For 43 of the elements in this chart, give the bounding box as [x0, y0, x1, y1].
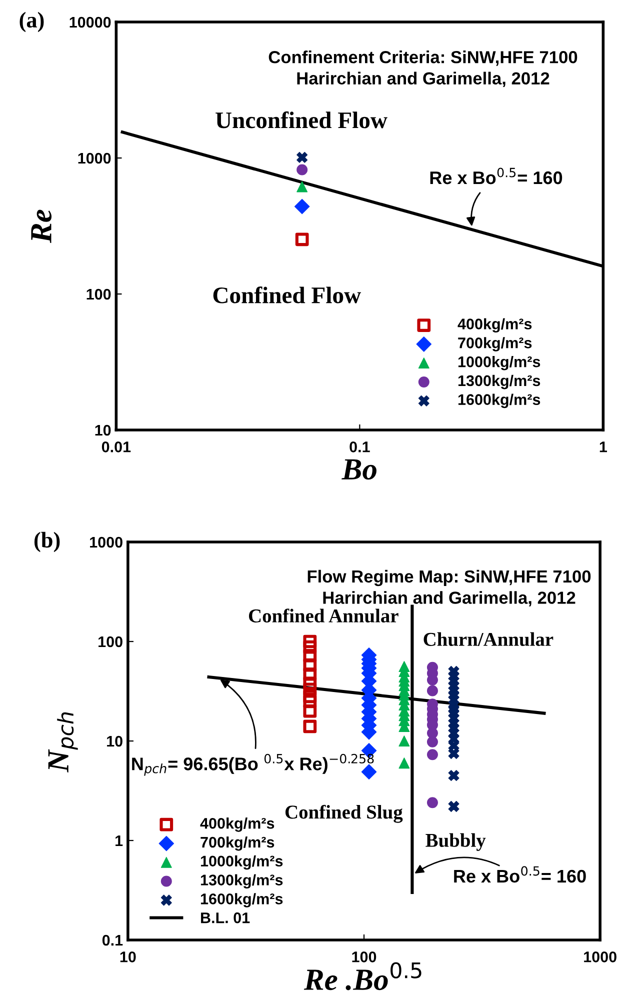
x-tick-label: 1 — [600, 442, 607, 452]
annotation: Unconfined Flow — [216, 111, 388, 128]
x-tick-label: 10 — [120, 952, 136, 962]
text: Flow Regime Map: SiNW,HFE 7100 Harirchian and Garimella, 2012 — [308, 570, 591, 606]
text: (b) — [34, 532, 60, 552]
legend-label: 700kg/m²s — [200, 836, 274, 851]
annotation: Bubbly — [426, 833, 486, 851]
y-tick-label: 100 — [86, 288, 111, 300]
x-axis-title: Bo — [342, 459, 376, 480]
legend-label: B.L. 01 — [201, 912, 250, 924]
y-tick-label: 10 — [107, 736, 122, 747]
legend-label: 1000kg/m²s — [458, 356, 540, 370]
annotation: Re x Bo$^{0.5}$= 160 — [454, 866, 586, 883]
y-tick-label: 10 — [95, 424, 111, 436]
legend-label: 1300kg/m²s — [458, 374, 540, 390]
y-tick-label: 100 — [98, 636, 122, 648]
annotation: Confined Slug — [285, 804, 403, 823]
annotation: Churn/Annular — [424, 632, 554, 646]
y-axis-title: Re — [31, 210, 52, 244]
legend-label: 400kg/m²s — [200, 818, 274, 832]
y-tick-label: 1000 — [90, 536, 122, 548]
legend-label: 1600kg/m²s — [458, 394, 540, 408]
y-tick-label: 10000 — [70, 16, 111, 28]
annotation: Confined Annular — [248, 608, 398, 623]
legend-label: 400kg/m²s — [458, 318, 532, 333]
annotation: Confined Flow — [213, 286, 361, 304]
x-tick-label: 1000 — [584, 952, 616, 962]
x-tick-label: 0.1 — [350, 442, 370, 452]
y-tick-label: 1000 — [78, 152, 111, 164]
x-tick-label: 0.01 — [102, 442, 131, 452]
legend-label: 1000kg/m²s — [200, 855, 283, 870]
y-tick-label: 0.1 — [102, 934, 123, 946]
text: (a) — [20, 12, 44, 32]
annotation: Re x Bo$^{0.5}$= 160 — [430, 168, 562, 184]
annotation: N$_{pch}$= 96.65(Bo $^{0.5}$x Re)$^{−0.258}$ — [132, 754, 374, 776]
y-tick-label: 1 — [116, 836, 123, 846]
legend-label: 1300kg/m²s — [200, 874, 283, 889]
x-tick-label: 100 — [352, 952, 376, 962]
y-axis-title: N$_{pch}$ — [48, 712, 78, 772]
text: Confinement Criteria: SiNW,HFE 7100 Harirchian and Garimella, 2012 — [268, 50, 578, 88]
legend-label: 1600kg/m²s — [200, 893, 283, 908]
legend-label: 700kg/m²s — [458, 337, 532, 352]
x-axis-title: Re .Bo$^{0.5}$ — [304, 962, 422, 990]
